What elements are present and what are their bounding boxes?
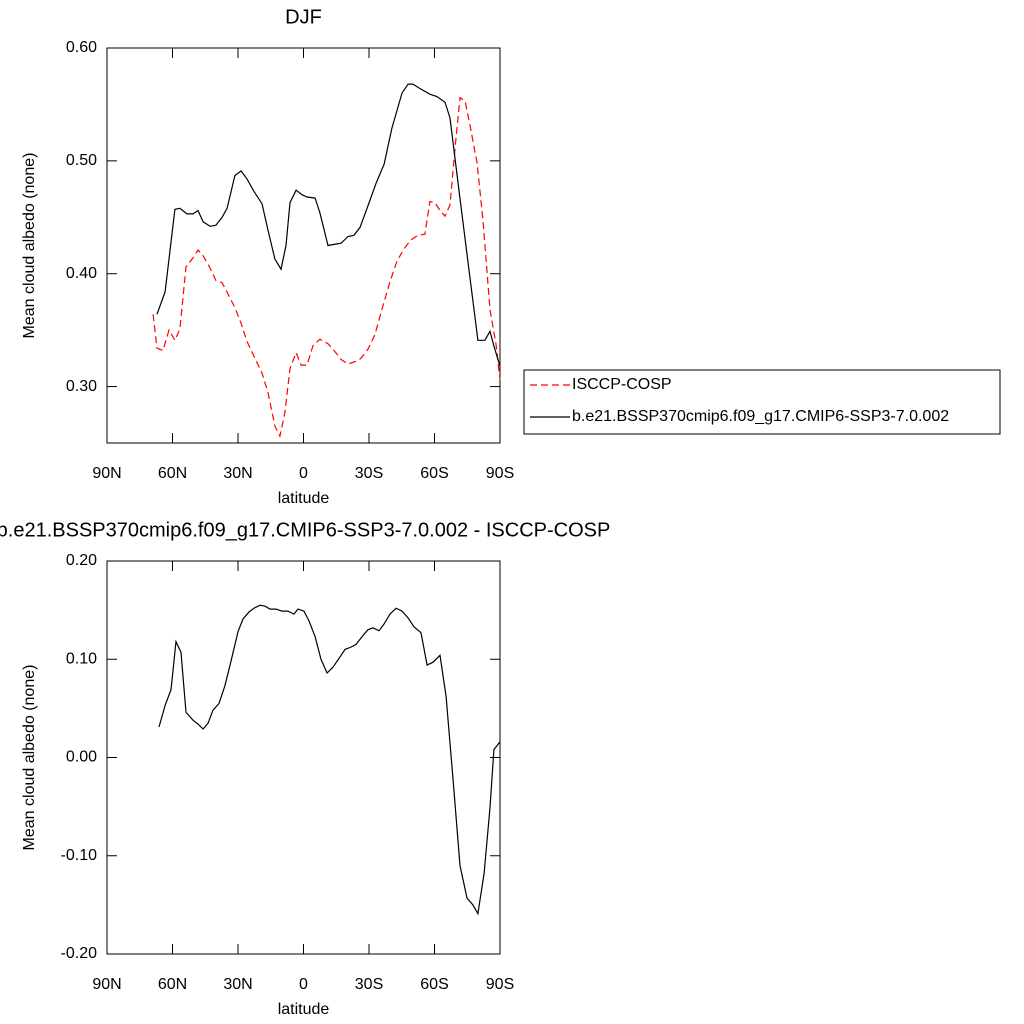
data-line <box>152 96 501 439</box>
x-tick-label: 0 <box>299 465 308 482</box>
x-tick-label: 90S <box>486 976 514 993</box>
x-tick-label: 60S <box>420 976 448 993</box>
y-tick-label: 0.10 <box>66 650 97 667</box>
data-line <box>156 83 501 367</box>
y-tick-label: 0.40 <box>66 265 97 282</box>
x-tick-label: 30N <box>223 976 252 993</box>
x-tick-label: 30N <box>223 465 252 482</box>
x-tick-label: 90N <box>92 976 121 993</box>
y-tick-label: 0.00 <box>66 749 97 766</box>
legend-box <box>523 369 1001 435</box>
y-tick-label: 0.60 <box>66 39 97 56</box>
y-tick-label: -0.10 <box>61 847 98 864</box>
x-tick-label: 90S <box>486 465 514 482</box>
x-axis-label: latitude <box>278 490 330 507</box>
x-tick-label: 60N <box>158 465 187 482</box>
y-axis-label: Mean cloud albedo (none) <box>21 153 38 339</box>
chart-title: DJF <box>285 6 322 28</box>
data-line <box>158 604 501 916</box>
x-tick-label: 60N <box>158 976 187 993</box>
y-tick-label: 0.50 <box>66 152 97 169</box>
x-tick-label: 30S <box>355 465 383 482</box>
x-tick-label: 0 <box>299 976 308 993</box>
x-tick-label: 90N <box>92 465 121 482</box>
plot-frame <box>106 560 501 955</box>
chart-title: b.e21.BSSP370cmip6.f09_g17.CMIP6-SSP3-7.… <box>0 519 610 541</box>
y-tick-label: 0.20 <box>66 552 97 569</box>
legend-label: ISCCP-COSP <box>572 376 672 393</box>
legend-label: b.e21.BSSP370cmip6.f09_g17.CMIP6-SSP3-7.… <box>572 408 949 425</box>
y-tick-label: 0.30 <box>66 378 97 395</box>
x-axis-label: latitude <box>278 1001 330 1018</box>
y-axis-label: Mean cloud albedo (none) <box>21 665 38 851</box>
x-tick-label: 60S <box>420 465 448 482</box>
x-tick-label: 30S <box>355 976 383 993</box>
plot-frame <box>106 47 501 444</box>
y-tick-label: -0.20 <box>61 945 98 962</box>
